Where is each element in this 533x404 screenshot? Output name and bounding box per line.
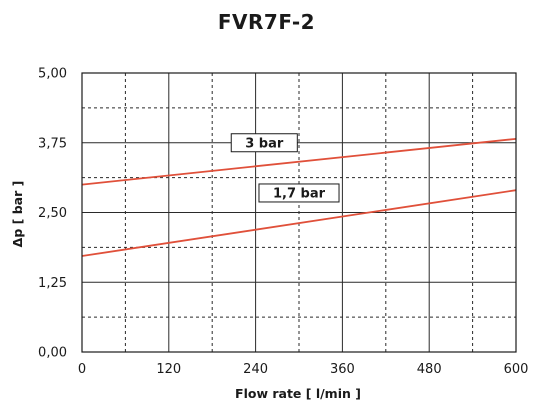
y-tick-label: 1,25 [38,276,67,291]
plot-frame [81,72,517,353]
x-axis-title: Flow rate [ l/min ] [235,386,361,401]
series-label-box [230,133,298,153]
tick-label-layer: 0 120 240 360 480 600 0,00 1,25 2,50 3,75 5,00 [38,67,528,378]
x-tick-label: 0 [78,362,86,377]
chart-title: FVR7F-2 [217,10,316,34]
series-label-layer: 3 bar 1,7 bar [230,133,340,203]
series-label-2: 1,7 bar [258,183,340,203]
grid-layer [82,73,516,352]
series-label-1: 3 bar [230,133,298,153]
y-axis-title: Δp [ bar ] [10,181,25,248]
y-tick-label: 0,00 [38,346,67,361]
x-tick-label: 240 [243,362,268,377]
x-tick-label: 480 [417,362,442,377]
y-tick-label: 2,50 [38,206,67,221]
series-line-1 [81,137,517,186]
y-tick-label: 5,00 [38,67,67,82]
series-label-text: 1,7 bar [273,186,326,201]
series-layer [81,137,517,257]
x-tick-label: 120 [156,362,181,377]
series-label-text: 3 bar [245,136,284,151]
series-label-box [258,183,340,203]
plot-border [81,72,517,353]
y-tick-label: 3,75 [38,136,67,151]
series-line-2 [81,189,517,257]
x-tick-label: 360 [330,362,355,377]
x-tick-label: 600 [504,362,529,377]
